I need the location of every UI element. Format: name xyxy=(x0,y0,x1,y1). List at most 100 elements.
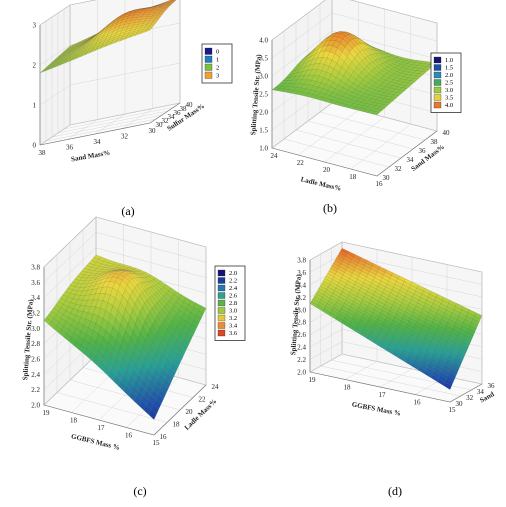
surface-mesh xyxy=(309,248,483,390)
y-grid-line xyxy=(56,254,168,423)
z-tick-label: 3.6 xyxy=(297,269,306,277)
legend-swatch xyxy=(217,284,226,292)
surface-cell xyxy=(170,0,177,2)
legend-swatch xyxy=(217,307,226,314)
surface-cell xyxy=(418,71,427,75)
z-tick-label: 2.6 xyxy=(31,356,40,364)
surface-cell xyxy=(152,17,160,22)
y-grid-line xyxy=(283,31,390,168)
legend: 2.02.22.42.62.83.03.23.43.6 xyxy=(214,265,246,341)
z-tick-label: 3.0 xyxy=(297,306,306,314)
surface-cell xyxy=(150,21,158,26)
y-tick-label: 38 xyxy=(180,105,188,113)
y-tick-label: 36 xyxy=(488,382,496,390)
surface-cell xyxy=(415,73,424,77)
y-axis-line xyxy=(376,130,438,177)
z-tick-label: 3.0 xyxy=(259,73,268,81)
surface-cell xyxy=(191,319,200,329)
legend-entry: 0 xyxy=(216,49,219,56)
z-tick-label: 1 xyxy=(33,102,37,110)
legend-swatch xyxy=(433,56,442,64)
x-tick-label: 15 xyxy=(449,406,457,414)
y-grid-line xyxy=(63,9,175,130)
x-tick-label: 16 xyxy=(376,180,384,188)
z-tick-label: 0 xyxy=(33,142,37,150)
z-tick-label: 3.2 xyxy=(297,294,306,302)
surface-cell xyxy=(410,78,419,82)
surface-cell xyxy=(159,9,167,13)
legend-entry: 1.5 xyxy=(445,65,453,72)
surface-panel-3: 191817161516182022242.02.22.42.62.83.03.… xyxy=(21,216,246,498)
x-tick-label: 24 xyxy=(271,152,279,160)
surface-cell xyxy=(391,94,400,99)
x-tick-label: 16 xyxy=(125,432,133,440)
z-tick-label: 3.6 xyxy=(31,279,40,287)
y-tick-label: 40 xyxy=(443,129,451,137)
z-tick-label: 1.5 xyxy=(259,127,268,135)
legend-entry: 2.4 xyxy=(229,285,238,292)
legend: 1.01.52.02.53.03.54.0 xyxy=(430,52,462,113)
surface-cell xyxy=(168,1,175,5)
legend-swatch xyxy=(433,101,442,109)
panel-label: (d) xyxy=(388,484,402,498)
y-tick-label: 18 xyxy=(173,421,181,429)
legend-entry: 2.0 xyxy=(229,270,237,277)
z-tick-label: 2.4 xyxy=(31,371,40,379)
surface-cell xyxy=(172,0,175,1)
surface-cell xyxy=(165,3,173,7)
surface-cell xyxy=(162,6,170,10)
surface-cell xyxy=(179,344,188,354)
legend-swatch xyxy=(217,314,226,322)
y-tick-label: 32 xyxy=(466,394,474,402)
z-tick-label: 3.4 xyxy=(297,281,306,289)
legend-swatch xyxy=(217,277,226,284)
y-tick-label: 38 xyxy=(431,138,439,146)
x-axis-line xyxy=(43,404,155,436)
legend-entry: 3.4 xyxy=(229,323,238,330)
surface-cell xyxy=(377,106,386,111)
y-tick-label: 32 xyxy=(162,117,170,125)
legend-entry: 3.2 xyxy=(229,315,237,322)
x-axis-line xyxy=(309,371,451,403)
surface-cell xyxy=(468,325,477,333)
x-tick-label: 17 xyxy=(98,424,106,432)
surface-cell xyxy=(146,26,154,31)
surface-cell xyxy=(371,111,380,115)
surface-cell xyxy=(155,14,163,18)
x-axis-label: GGBFS Mass % xyxy=(70,432,120,452)
surface-cell xyxy=(148,23,156,28)
x-tick-label: 32 xyxy=(121,133,129,141)
panel-label: (b) xyxy=(323,201,337,215)
surface-cell xyxy=(453,358,462,367)
legend-swatch xyxy=(204,47,213,55)
surface-cell xyxy=(144,28,152,33)
legend-entry: 2.5 xyxy=(445,80,453,87)
x-axis-line xyxy=(39,122,151,146)
surface-cell xyxy=(158,10,166,14)
z-tick-label: 3.4 xyxy=(31,294,40,302)
x-axis-line xyxy=(271,147,378,177)
legend-swatch xyxy=(217,322,226,329)
surface-cell xyxy=(169,0,176,4)
panel-label: (c) xyxy=(133,484,146,498)
surface-cell xyxy=(153,399,162,410)
x-tick-label: 16 xyxy=(414,399,422,407)
panel-label: (a) xyxy=(121,204,134,218)
y-grid-line xyxy=(295,22,402,159)
y-tick-label: 20 xyxy=(186,408,194,416)
z-tick-label: 3.8 xyxy=(297,257,306,265)
x-axis-label: GGBFS Mass % xyxy=(351,400,401,417)
front-edges xyxy=(43,267,207,436)
z-tick-label: 3.5 xyxy=(259,55,268,63)
surface-cell xyxy=(158,389,166,400)
x-tick-label: 18 xyxy=(344,384,352,392)
surface-cell xyxy=(396,89,405,94)
y-axis-line xyxy=(153,384,207,436)
x-tick-label: 15 xyxy=(153,439,161,447)
surface-cell xyxy=(155,394,164,405)
z-tick-label: 1.0 xyxy=(259,145,268,153)
surface-mesh xyxy=(39,0,177,74)
